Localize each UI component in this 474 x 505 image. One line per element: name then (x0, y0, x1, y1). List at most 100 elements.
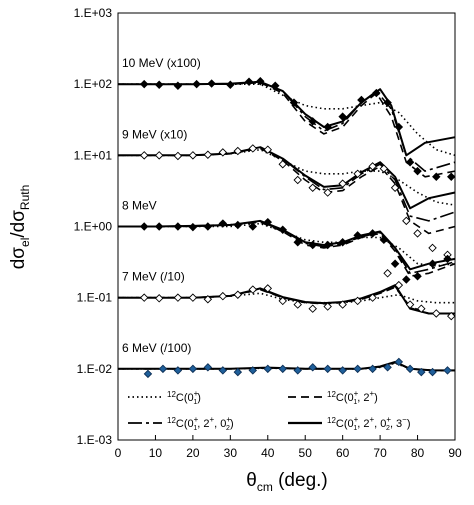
data-point (323, 240, 332, 250)
data-point (338, 179, 347, 188)
data-point (218, 291, 228, 301)
data-point (353, 231, 362, 240)
data-point (432, 172, 441, 181)
curve-solid (118, 284, 455, 315)
data-point (173, 293, 183, 302)
data-point (248, 144, 258, 153)
data-point (323, 364, 332, 374)
data-point (263, 364, 273, 374)
data-point (379, 164, 389, 173)
data-point (263, 217, 273, 227)
y-tick-label: 1.E+03 (74, 6, 113, 20)
data-point (428, 367, 437, 377)
data-point (278, 159, 287, 169)
data-point (447, 311, 456, 321)
data-point (203, 222, 213, 231)
data-point (394, 280, 404, 290)
data-point (188, 222, 198, 232)
data-point (278, 364, 287, 374)
energy-label: 9 MeV (x10) (122, 127, 187, 141)
x-tick-label: 0 (115, 446, 122, 460)
data-point (353, 296, 362, 306)
energy-label: 6 MeV (/100) (122, 341, 191, 355)
energy-labels: 10 MeV (x100) 9 MeV (x10) 8 MeV 7 MeV (/10)… (122, 56, 201, 355)
data-points (139, 76, 456, 379)
energy-label: 7 MeV (/10) (122, 270, 185, 284)
data-point (338, 112, 347, 121)
data-point (323, 188, 332, 197)
x-tick-label: 90 (448, 446, 462, 460)
data-point (323, 302, 332, 311)
x-tick-label: 10 (149, 446, 163, 460)
data-point (218, 219, 228, 228)
data-point (372, 88, 381, 98)
data-point (143, 369, 153, 379)
data-point (413, 272, 422, 281)
data-point (428, 259, 437, 268)
data-point (263, 284, 273, 293)
data-point (383, 98, 392, 107)
data-point (413, 166, 422, 176)
data-point (405, 157, 415, 167)
data-point (323, 122, 332, 132)
data-point (188, 364, 198, 374)
y-tick-label: 1.E+00 (74, 220, 113, 234)
data-point (233, 146, 243, 156)
data-point (154, 294, 164, 303)
data-point (188, 151, 198, 160)
data-point (139, 79, 149, 89)
data-point (308, 304, 317, 313)
x-tick-label: 70 (373, 446, 387, 460)
data-point (271, 81, 280, 90)
data-point (207, 79, 216, 88)
data-point (248, 366, 258, 375)
data-point (278, 225, 287, 234)
data-point (233, 290, 243, 299)
y-tick-label: 1.E-02 (77, 362, 113, 376)
data-point (447, 172, 456, 181)
x-tick-label: 40 (261, 446, 275, 460)
y-axis-title: dσel/dσRuth (8, 185, 32, 270)
data-point (357, 95, 366, 105)
data-point (402, 275, 411, 284)
data-point (203, 363, 213, 372)
data-point (173, 151, 183, 161)
data-point (139, 222, 149, 231)
data-point (353, 364, 362, 374)
data-point (218, 366, 228, 375)
x-axis-title: θcm (deg.) (246, 470, 328, 494)
data-point (390, 183, 400, 193)
data-point (256, 76, 265, 86)
data-point (443, 254, 452, 264)
x-axis-ticks: 0 10 20 30 40 50 60 70 80 90 (115, 435, 462, 460)
x-tick-label: 60 (336, 446, 350, 460)
x-tick-label: 30 (224, 446, 238, 460)
legend-text-longdash: 12C(0+ 1, 2+, 0+ 2) (167, 415, 234, 432)
data-point (308, 363, 317, 372)
energy-label: 10 MeV (x100) (122, 56, 201, 70)
data-point (368, 293, 377, 302)
data-point (293, 238, 302, 247)
data-point (394, 357, 404, 367)
data-point (368, 229, 377, 238)
data-point (338, 300, 347, 309)
data-point (308, 183, 317, 193)
y-tick-label: 1.E-03 (77, 433, 113, 447)
data-point (188, 293, 198, 302)
legend-text-dotted: 12C(0+ 1) (167, 389, 201, 406)
data-point (154, 80, 164, 90)
data-point (154, 151, 164, 160)
y-tick-label: 1.E+01 (74, 148, 113, 162)
x-tick-label: 80 (411, 446, 425, 460)
data-point (218, 148, 228, 157)
data-point (173, 366, 183, 375)
data-point (383, 363, 392, 372)
data-point (203, 295, 213, 304)
data-point (278, 296, 287, 306)
data-point (308, 117, 317, 126)
data-point (293, 175, 302, 185)
data-point (417, 304, 426, 313)
data-point (248, 222, 258, 231)
